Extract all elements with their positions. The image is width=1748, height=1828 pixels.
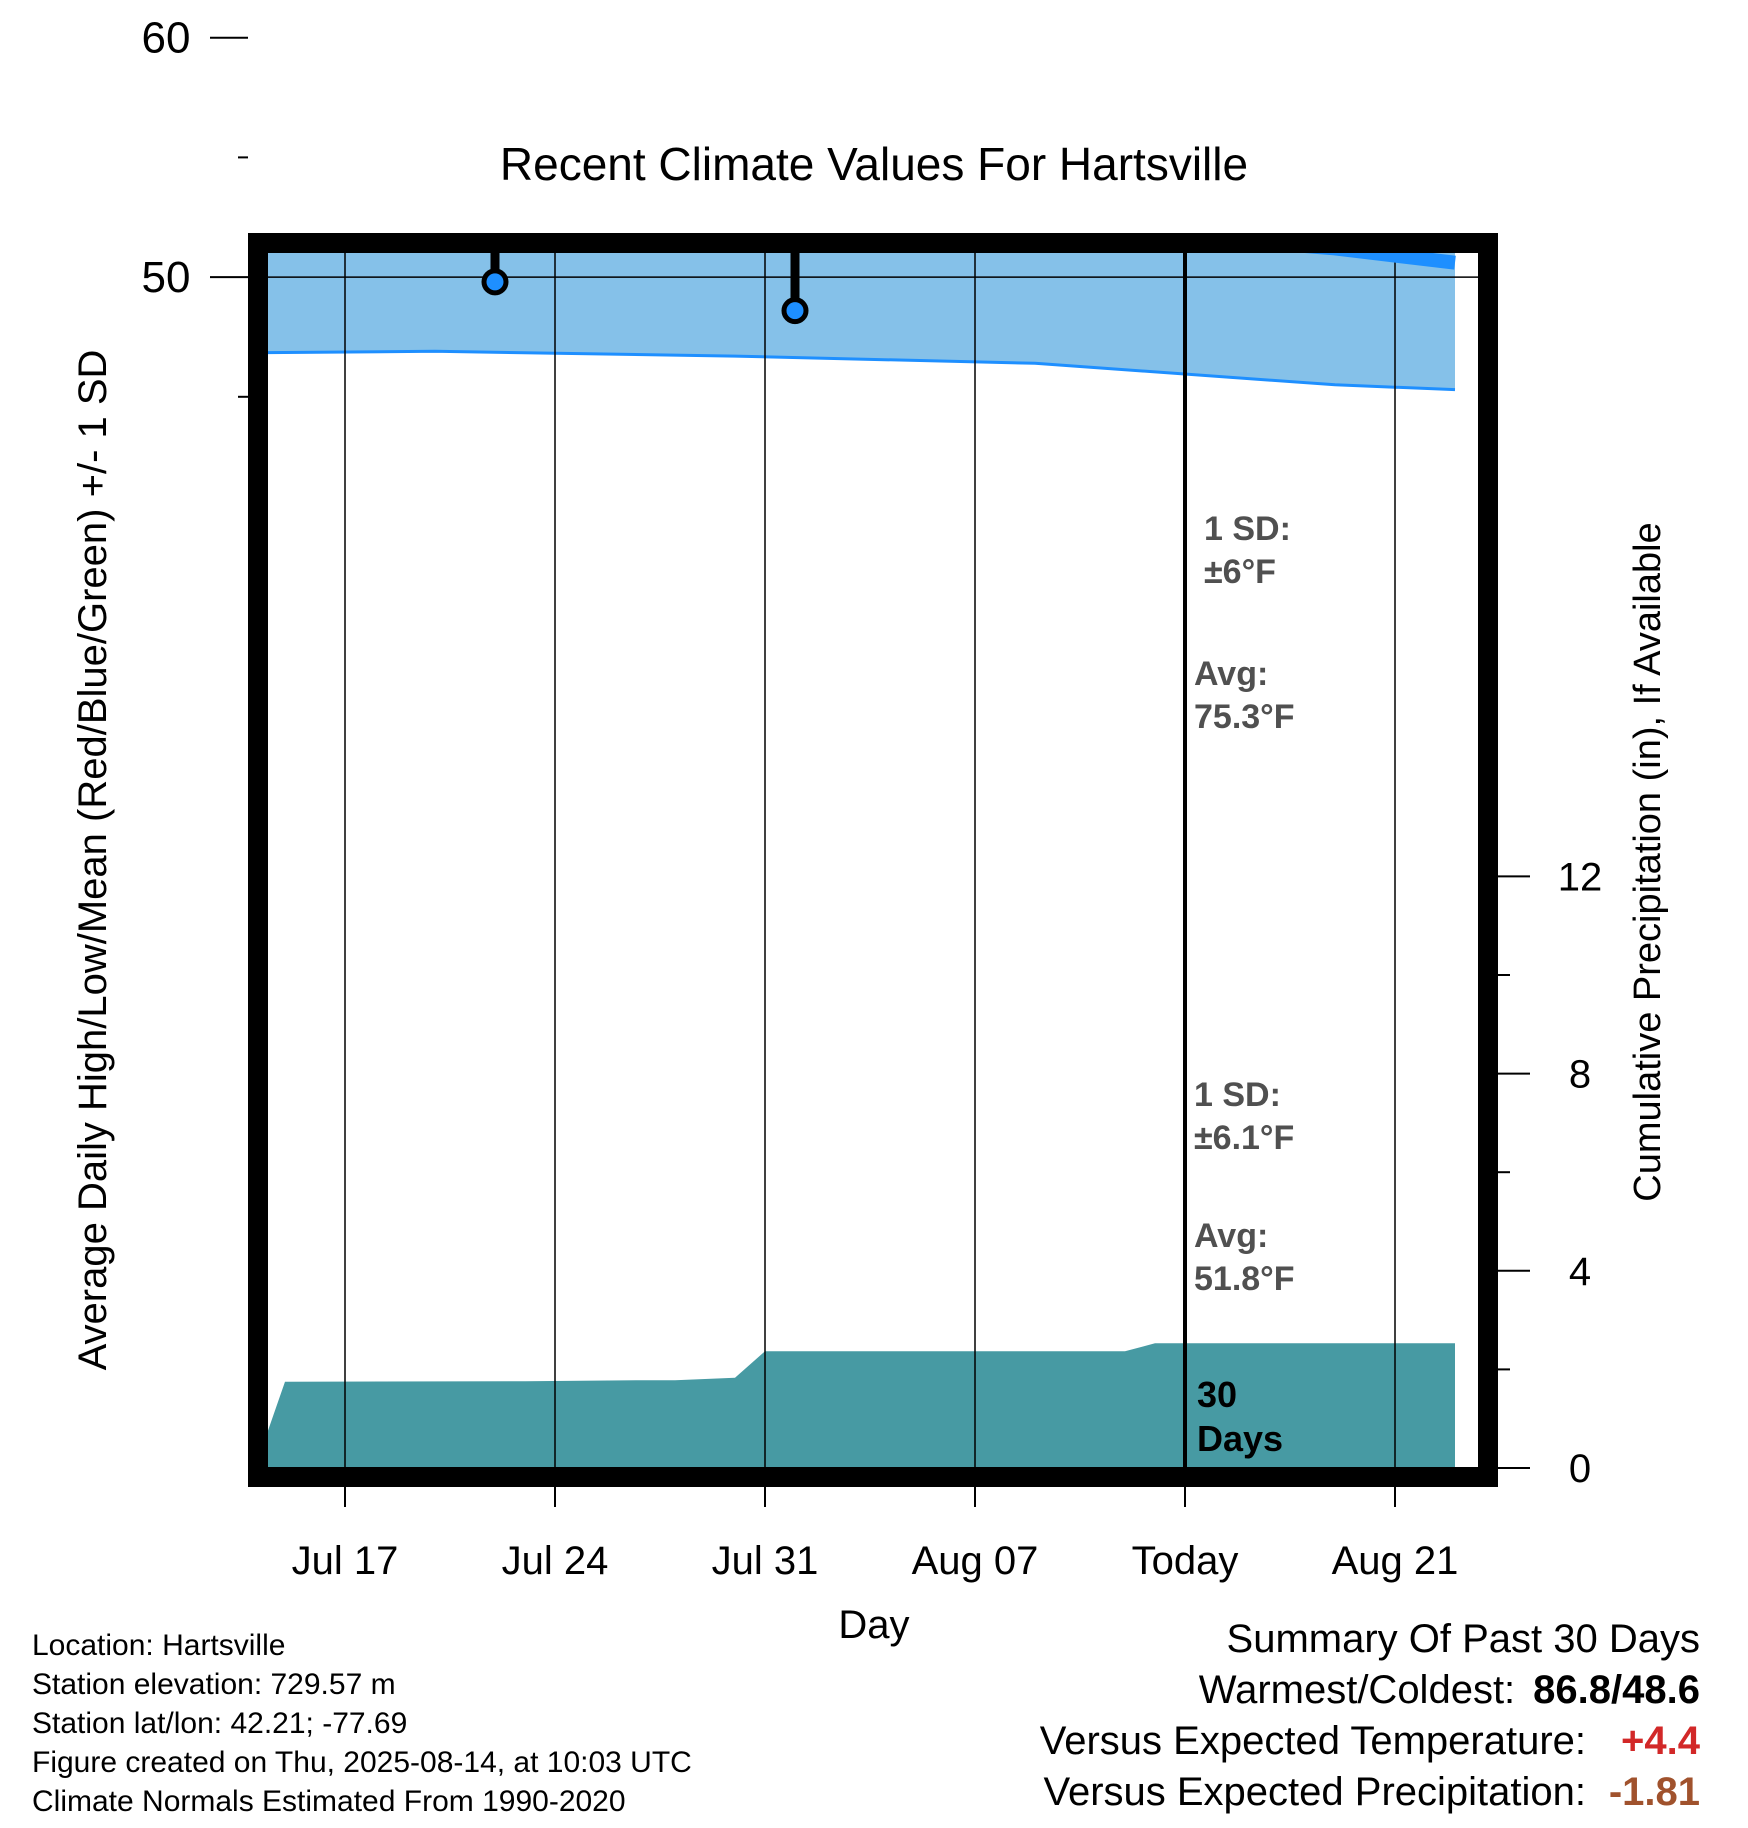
location-text: Location: Hartsville <box>32 1629 286 1662</box>
y-right-tick-label: 12 <box>1558 855 1603 899</box>
daily-low-point <box>454 209 476 231</box>
days-annotation: 30 Days <box>1197 1374 1283 1459</box>
daily-low-point <box>424 0 446 22</box>
x-tick-label: Today <box>1132 1539 1239 1583</box>
temp-label: Versus Expected Temperature: <box>1039 1719 1586 1763</box>
low-avg-annotation: Avg: 51.8°F <box>1194 1217 1295 1298</box>
x-tick-label: Jul 31 <box>712 1539 819 1583</box>
x-axis-label: Day <box>838 1603 909 1647</box>
summary-title: Summary Of Past 30 Days <box>1226 1617 1700 1661</box>
low-sd-upper-line <box>135 62 1455 110</box>
station-info: Location: Hartsville Station elevation: … <box>32 1626 692 1821</box>
y-right-tick-label: 4 <box>1569 1250 1591 1294</box>
y-right-tick-label: 0 <box>1569 1447 1591 1491</box>
low-sd-annotation: 1 SD: ±6.1°F <box>1194 1076 1294 1157</box>
daily-low-point <box>874 0 896 22</box>
plot-area <box>135 0 1478 1468</box>
daily-low-point <box>994 60 1016 82</box>
latlon-text: Station lat/lon: 42.21; -77.69 <box>32 1707 408 1740</box>
summary-panel: Summary Of Past 30 Days Warmest/Coldest:… <box>1040 1614 1700 1818</box>
low-sd-band <box>268 252 1455 390</box>
x-tick-label: Jul 17 <box>292 1539 399 1583</box>
warmest-label: Warmest/Coldest: <box>1198 1668 1516 1712</box>
low-sd-lower-line <box>268 349 1456 392</box>
high-sd-annotation: 1 SD: ±6°F <box>1204 510 1291 591</box>
high-avg-annotation: Avg: 75.3°F <box>1194 655 1295 736</box>
y-left-axis-label: Average Daily High/Low/Mean (Red/Blue/Gr… <box>71 350 115 1371</box>
daily-low-point <box>934 0 956 10</box>
daily-low-point <box>1084 15 1106 37</box>
precip-label: Versus Expected Precipitation: <box>1043 1770 1586 1814</box>
daily-low-point <box>781 297 809 325</box>
chart-title: Recent Climate Values For Hartsville <box>500 138 1248 190</box>
y-right-axis-label: Cumulative Precipitation (in), If Availa… <box>1627 522 1669 1201</box>
normals-text: Climate Normals Estimated From 1990-2020 <box>32 1785 626 1818</box>
summary-warmest-row: Warmest/Coldest: 86.8/48.6 <box>1040 1665 1700 1716</box>
temp-value: +4.4 <box>1621 1719 1700 1763</box>
daily-low-point <box>334 0 356 18</box>
x-tick-label: Aug 21 <box>1332 1539 1459 1583</box>
elevation-text: Station elevation: 729.57 m <box>32 1668 396 1701</box>
precip-value: -1.81 <box>1608 1770 1700 1814</box>
precip-area <box>268 1343 1455 1468</box>
daily-low-point <box>964 103 986 125</box>
daily-low-point <box>1024 29 1046 51</box>
x-tick-label: Aug 07 <box>912 1539 1039 1583</box>
plot-frame <box>248 233 1498 1487</box>
daily-low-point <box>481 268 509 296</box>
y-right-tick-label: 8 <box>1569 1053 1591 1097</box>
warmest-value: 86.8/48.6 <box>1533 1668 1700 1712</box>
y-left-tick-label: 60 <box>142 14 191 63</box>
created-text: Figure created on Thu, 2025-08-14, at 10… <box>32 1746 692 1779</box>
y-left-tick-label: 50 <box>142 253 191 302</box>
summary-temp-row: Versus Expected Temperature: +4.4 <box>1040 1716 1700 1767</box>
daily-low-point <box>364 199 386 221</box>
x-tick-label: Jul 24 <box>502 1539 609 1583</box>
daily-low-point <box>394 118 416 140</box>
summary-precip-row: Versus Expected Precipitation: -1.81 <box>1040 1767 1700 1818</box>
